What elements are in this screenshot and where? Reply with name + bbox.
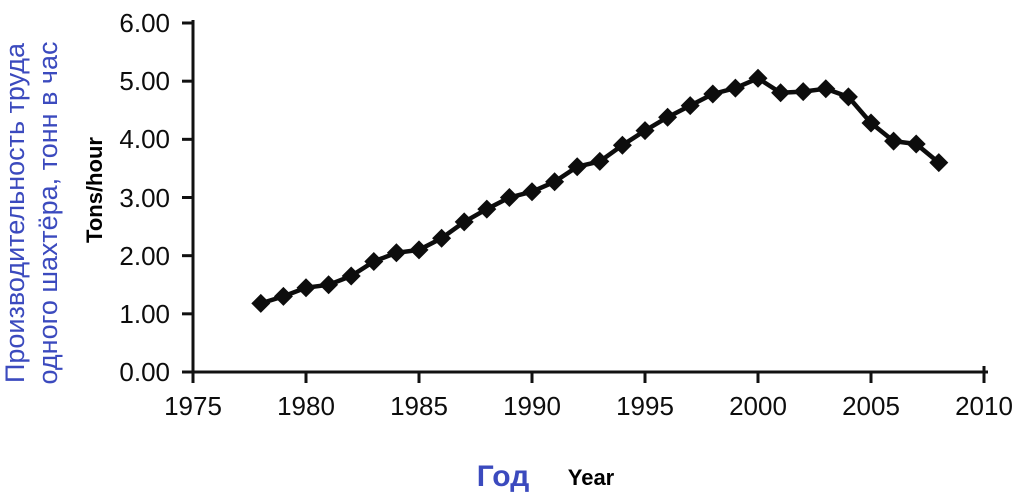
y-tick-label-4.00: 4.00 xyxy=(119,124,170,155)
y-tick-label-0.00: 0.00 xyxy=(119,357,170,387)
x-tick-label-1980: 1980 xyxy=(277,391,335,421)
x-tick-label-2010: 2010 xyxy=(955,391,1013,421)
y-tick-label-3.00: 3.00 xyxy=(119,182,170,213)
x-tick-label-2005: 2005 xyxy=(842,391,900,421)
y-axis-label-russian-line2: одного шахтёра, тонн в час xyxy=(33,41,63,385)
x-tick-label-1975: 1975 xyxy=(164,391,222,421)
x-tick-label-1985: 1985 xyxy=(390,391,448,421)
x-axis-label-russian: Год xyxy=(476,460,530,493)
y-axis-label-russian-line1: Производительность труда xyxy=(0,42,30,384)
data-line xyxy=(260,76,941,306)
x-axis-label-english: Year xyxy=(567,465,615,490)
y-tick-label-2.00: 2.00 xyxy=(119,240,170,271)
x-tick-label-1995: 1995 xyxy=(616,391,674,421)
y-tick-label-1.00: 1.00 xyxy=(119,298,170,329)
data-point-markers xyxy=(251,68,949,313)
y-axis-label-russian: Производительность труда одного шахтёра,… xyxy=(0,0,71,428)
y-tick-label-6.00: 6.00 xyxy=(119,8,170,38)
y-tick-label-5.00: 5.00 xyxy=(119,66,170,97)
x-tick-label-2000: 2000 xyxy=(729,391,787,421)
x-tick-label-1990: 1990 xyxy=(503,391,561,421)
